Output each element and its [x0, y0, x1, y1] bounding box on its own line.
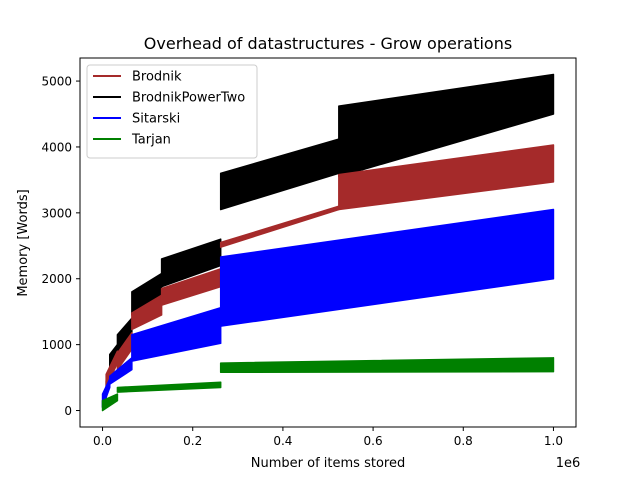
- x-tick-label: 0.8: [454, 434, 473, 448]
- series-sitarski: [101, 208, 555, 408]
- legend-label-brodnik: Brodnik: [132, 70, 182, 85]
- y-tick-label: 0: [64, 404, 72, 418]
- series-band-sitarski-3: [219, 208, 555, 327]
- series-brodnik: [105, 144, 555, 389]
- x-axis-label: Number of items stored: [251, 456, 405, 471]
- axes-layer: 0.0 0.2 0.4 0.6 0.8 1.0 0 1000 2000 3000 4000 5000: [41, 57, 577, 448]
- series-band-sitarski-1: [109, 357, 133, 385]
- chart-title: Overhead of datastructures - Grow operat…: [144, 34, 512, 53]
- plot-layer: [101, 73, 555, 412]
- legend-label-brodnikpowertwo: BrodnikPowerTwo: [132, 91, 245, 106]
- x-tick-label: 0.4: [273, 434, 292, 448]
- legend: Brodnik BrodnikPowerTwo Sitarski Tarjan: [86, 64, 258, 159]
- series-band-tarjan-1: [116, 381, 222, 393]
- x-tick-label: 0.2: [183, 434, 202, 448]
- series-band-brodnik-5: [338, 144, 555, 211]
- series-band-tarjan-0: [101, 393, 119, 412]
- legend-label-sitarski: Sitarski: [132, 112, 180, 127]
- y-tick-label: 3000: [41, 206, 72, 220]
- x-tick-label: 1.0: [544, 434, 563, 448]
- y-tick-label: 1000: [41, 338, 72, 352]
- legend-label-tarjan: Tarjan: [131, 133, 171, 148]
- x-tick-label: 0.6: [364, 434, 383, 448]
- y-tick-label: 2000: [41, 272, 72, 286]
- legend-box: [86, 64, 258, 159]
- x-axis-offset-label: 1e6: [556, 456, 581, 471]
- series-bands: [101, 73, 555, 412]
- series-tarjan: [101, 357, 555, 412]
- x-tick-label: 0.0: [93, 434, 112, 448]
- y-tick-label: 5000: [41, 75, 72, 89]
- series-band-tarjan-2: [219, 357, 555, 374]
- series-band-sitarski-2: [131, 306, 222, 362]
- series-band-brodnik-2: [131, 294, 163, 331]
- series-band-brodnikpowertwo-7: [338, 73, 555, 178]
- y-tick-label: 4000: [41, 140, 72, 154]
- y-axis-label: Memory [Words]: [16, 189, 31, 296]
- plot-frame: [79, 57, 577, 428]
